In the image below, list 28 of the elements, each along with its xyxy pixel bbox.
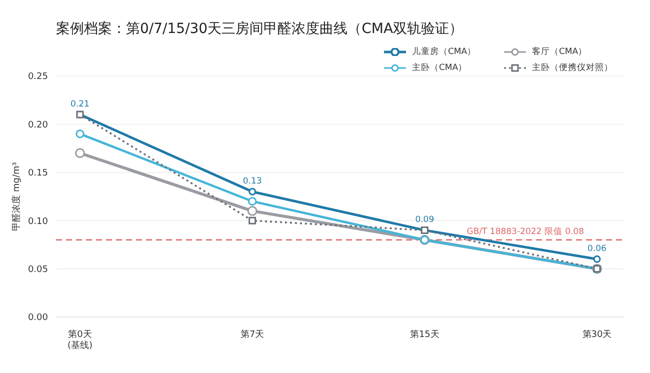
point [248, 188, 256, 196]
y-tick-label: 0.10 [28, 216, 48, 227]
legend-label: 主卧（CMA） [412, 62, 468, 74]
point [76, 129, 84, 138]
x-tick-label: 第30天 [582, 329, 612, 340]
legend-label: 客厅（CMA） [532, 46, 588, 58]
x-tick-label: 第7天 [240, 329, 264, 340]
point [75, 148, 85, 158]
y-axis-title: 甲醛浓度 mg/m³ [11, 162, 22, 231]
x-tick-label: 第15天 [410, 329, 440, 340]
y-tick-label: 0.00 [28, 313, 48, 324]
point [593, 255, 601, 263]
y-tick-label: 0.05 [28, 264, 48, 275]
x-tick-label: 第0天 (基线) [67, 329, 93, 351]
point [248, 216, 256, 224]
y-tick-label: 0.25 [28, 72, 48, 82]
legend-label: 主卧（便携仪对照） [532, 62, 613, 74]
data-label: 0.09 [415, 215, 434, 226]
point [248, 196, 257, 206]
y-tick-label: 0.15 [28, 168, 48, 179]
point [247, 206, 258, 216]
chart-title: 案例档案：第0/7/15/30天三房间甲醛浓度曲线（CMA双轨验证） [56, 20, 464, 38]
data-label: 0.13 [242, 176, 262, 187]
data-label: 0.21 [70, 100, 90, 110]
legend-label: 儿童房（CMA） [412, 46, 476, 58]
ref-line-label: GB/T 18883-2022 限值 0.08 [466, 226, 584, 237]
data-label: 0.06 [588, 244, 606, 254]
y-tick-label: 0.20 [28, 120, 48, 130]
